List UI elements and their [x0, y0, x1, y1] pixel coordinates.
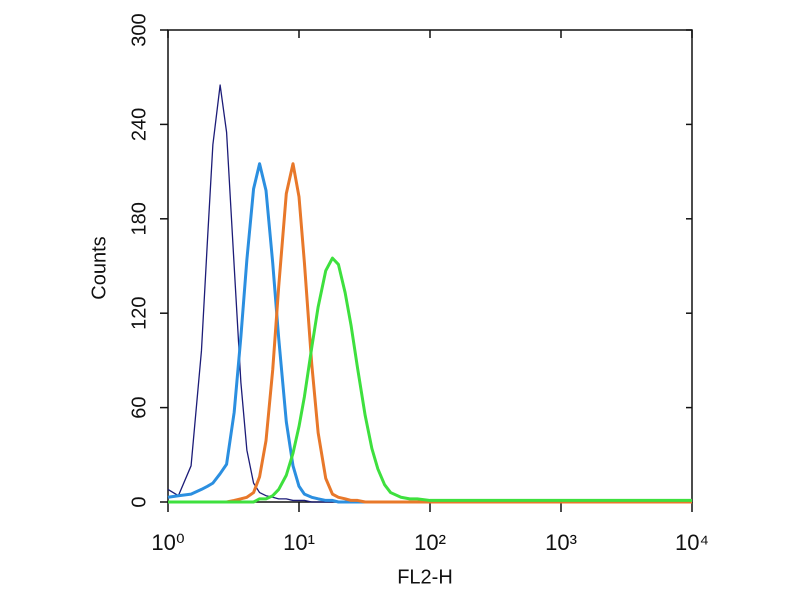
y-tick-label: 120 [128, 297, 150, 330]
histogram-line [168, 256, 692, 504]
x-axis-label: FL2-H [397, 566, 453, 588]
x-tick-label: 10⁴ [675, 530, 709, 555]
x-tick-label: 10¹ [283, 530, 315, 555]
y-tick-label: 0 [128, 496, 150, 507]
x-tick-label: 10² [414, 530, 446, 555]
x-tick-label: 10³ [545, 530, 577, 555]
y-tick-label: 300 [128, 13, 150, 46]
x-tick-label: 10⁰ [151, 530, 184, 555]
y-tick-label: 240 [128, 108, 150, 141]
y-tick-label: 180 [128, 202, 150, 235]
y-tick-label: 60 [128, 396, 150, 418]
y-axis-label: Counts [88, 236, 110, 299]
histogram-line [167, 84, 692, 503]
